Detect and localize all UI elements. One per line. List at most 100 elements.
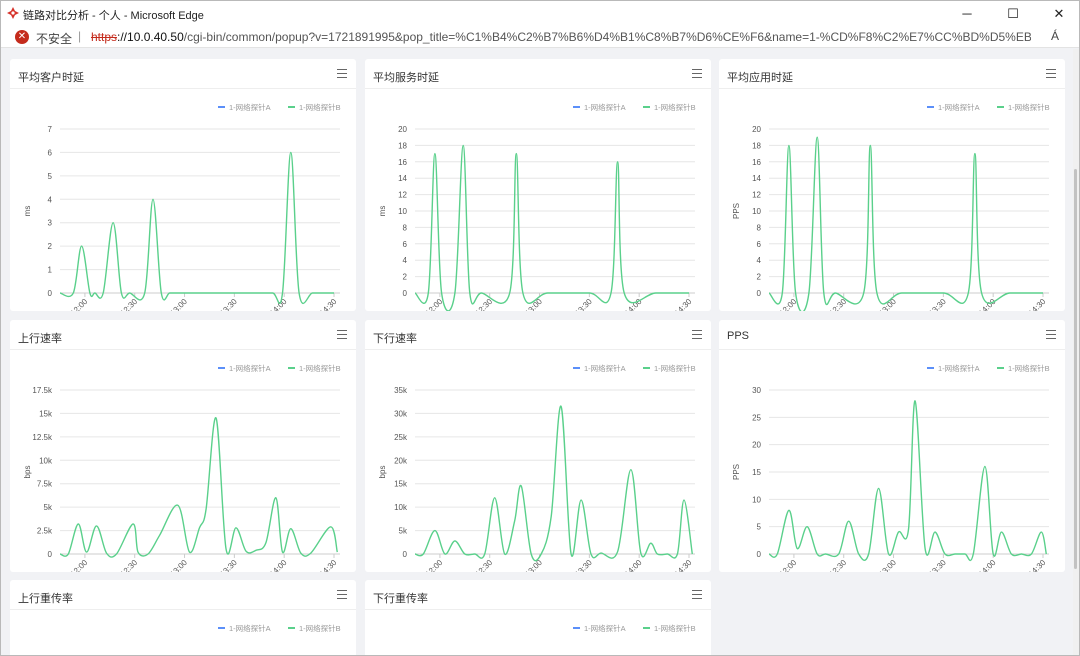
- legend-item[interactable]: 1-网络探针A: [218, 363, 271, 373]
- chart-svg: 1-网络探针A 1-网络探针B: [573, 623, 696, 633]
- card-header: 上行重传率: [10, 580, 356, 610]
- y-tick-label: 10: [752, 207, 761, 216]
- legend-item[interactable]: 1-网络探针A: [927, 102, 980, 112]
- chart-card: 下行重传率 1-网络探针A 1-网络探针B: [365, 580, 711, 655]
- x-tick-label: 14:30: [1027, 558, 1048, 572]
- y-tick-label: 7: [48, 125, 53, 134]
- legend-item[interactable]: 1-网络探针A: [927, 363, 980, 373]
- y-tick-label: 4: [48, 195, 53, 204]
- hamburger-menu-icon[interactable]: [337, 590, 347, 599]
- chart-svg: 1-网络探针A 1-网络探针B 0 5k 10k 15k 20k 25k 30k 35k bps 12…: [378, 363, 696, 572]
- hamburger-menu-icon[interactable]: [692, 590, 702, 599]
- hamburger-menu-icon[interactable]: [1046, 69, 1056, 78]
- y-tick-label: 6: [403, 240, 408, 249]
- series-line-b[interactable]: [414, 405, 693, 562]
- x-tick-label: 14:00: [268, 297, 289, 311]
- y-tick-label: 20: [752, 125, 761, 134]
- url-field[interactable]: https://10.0.40.50/cgi-bin/common/popup?…: [91, 30, 1031, 44]
- hamburger-menu-icon[interactable]: [692, 330, 702, 339]
- legend-item[interactable]: 1-网络探针B: [288, 623, 341, 633]
- legend-label: 1-网络探针B: [654, 102, 696, 112]
- legend-item[interactable]: 1-网络探针A: [218, 102, 271, 112]
- legend-item[interactable]: 1-网络探针B: [997, 363, 1050, 373]
- y-axis-label: PPS: [732, 464, 741, 480]
- url-path: /cgi-bin/common/popup?v=1721891995&pop_t…: [183, 30, 1031, 44]
- y-axis-label: bps: [23, 466, 32, 479]
- legend-item[interactable]: 1-网络探针B: [288, 102, 341, 112]
- legend-item[interactable]: 1-网络探针A: [218, 623, 271, 633]
- legend-item[interactable]: 1-网络探针B: [643, 102, 696, 112]
- scrollbar-thumb[interactable]: [1074, 169, 1077, 569]
- read-aloud-icon[interactable]: Á: [1051, 29, 1060, 43]
- card-header: PPS: [719, 320, 1065, 350]
- chart-legend: 1-网络探针A 1-网络探针B: [218, 102, 341, 112]
- y-tick-label: 25: [752, 413, 761, 422]
- legend-item[interactable]: 1-网络探针A: [573, 102, 626, 112]
- legend-item[interactable]: 1-网络探针B: [643, 623, 696, 633]
- y-tick-label: 30k: [394, 409, 408, 418]
- y-tick-label: 2.5k: [37, 527, 53, 536]
- legend-item[interactable]: 1-网络探针B: [997, 102, 1050, 112]
- legend-item[interactable]: 1-网络探针A: [573, 623, 626, 633]
- chart-legend: 1-网络探针A 1-网络探针B: [927, 102, 1050, 112]
- minimize-button[interactable]: ─: [944, 1, 990, 26]
- chart-legend: 1-网络探针A 1-网络探针B: [218, 623, 341, 633]
- vertical-scrollbar[interactable]: [1073, 49, 1079, 655]
- legend-item[interactable]: 1-网络探针B: [288, 363, 341, 373]
- x-tick-label: 13:00: [877, 558, 898, 572]
- hamburger-menu-icon[interactable]: [1046, 330, 1056, 339]
- y-tick-label: 17.5k: [32, 386, 53, 395]
- x-tick-label: 13:30: [573, 297, 594, 311]
- not-secure-label[interactable]: 不安全: [36, 32, 73, 46]
- y-tick-label: 14: [398, 174, 407, 183]
- legend-item[interactable]: 1-网络探针A: [573, 363, 626, 373]
- y-tick-label: 15k: [39, 409, 53, 418]
- legend-item[interactable]: 1-网络探针B: [643, 363, 696, 373]
- legend-label: 1-网络探针B: [299, 102, 341, 112]
- y-tick-label: 3: [48, 219, 53, 228]
- close-button[interactable]: ✕: [1036, 1, 1079, 26]
- x-tick-label: 13:30: [573, 558, 594, 572]
- not-secure-icon[interactable]: ✕: [15, 30, 29, 44]
- card-title: 下行重传率: [373, 593, 428, 605]
- card-header: 下行速率: [365, 320, 711, 350]
- y-tick-label: 18: [398, 141, 407, 150]
- card-header: 平均应用时延: [719, 59, 1065, 89]
- x-tick-label: 14:30: [673, 297, 694, 311]
- x-tick-label: 14:00: [977, 297, 998, 311]
- y-tick-label: 2: [757, 273, 762, 282]
- legend-label: 1-网络探针B: [654, 363, 696, 373]
- hamburger-menu-icon[interactable]: [337, 69, 347, 78]
- x-tick-label: 14:00: [977, 558, 998, 572]
- series-line-b[interactable]: [768, 400, 1047, 562]
- dashboard-content: 平均客户时延 1-网络探针A 1-网络探针B 0 1 2 3 4 5 6 7 ms 12:00 12:30…: [1, 49, 1073, 655]
- y-tick-label: 20: [752, 441, 761, 450]
- series-line-b[interactable]: [59, 417, 338, 558]
- maximize-button[interactable]: ☐: [990, 1, 1036, 26]
- x-tick-label: 13:30: [927, 297, 948, 311]
- y-tick-label: 10: [398, 207, 407, 216]
- series-line-b[interactable]: [414, 144, 689, 311]
- x-tick-label: 12:30: [828, 558, 849, 572]
- y-tick-label: 5: [757, 523, 762, 532]
- x-tick-label: 14:00: [623, 558, 644, 572]
- y-tick-label: 16: [398, 158, 407, 167]
- series-line-b[interactable]: [59, 151, 334, 304]
- x-tick-label: 12:30: [119, 558, 140, 572]
- hamburger-menu-icon[interactable]: [692, 69, 702, 78]
- x-tick-label: 13:00: [877, 297, 898, 311]
- y-tick-label: 5k: [399, 527, 408, 536]
- x-tick-label: 14:30: [1027, 297, 1048, 311]
- x-tick-label: 12:00: [69, 558, 90, 572]
- chart-card: 平均服务时延 1-网络探针A 1-网络探针B 0 2 4 6 8 10 12 14 16 18 20 ms 1…: [365, 59, 711, 311]
- x-tick-label: 12:00: [778, 558, 799, 572]
- series-line-b[interactable]: [768, 136, 1043, 311]
- title-bar: 链路对比分析 - 个人 - Microsoft Edge ─ ☐ ✕: [1, 1, 1079, 26]
- y-tick-label: 0: [757, 550, 762, 559]
- y-gridlines: [60, 389, 340, 555]
- hamburger-menu-icon[interactable]: [337, 330, 347, 339]
- y-tick-label: 6: [48, 148, 53, 157]
- y-tick-label: 2: [48, 242, 53, 251]
- card-header: 平均服务时延: [365, 59, 711, 89]
